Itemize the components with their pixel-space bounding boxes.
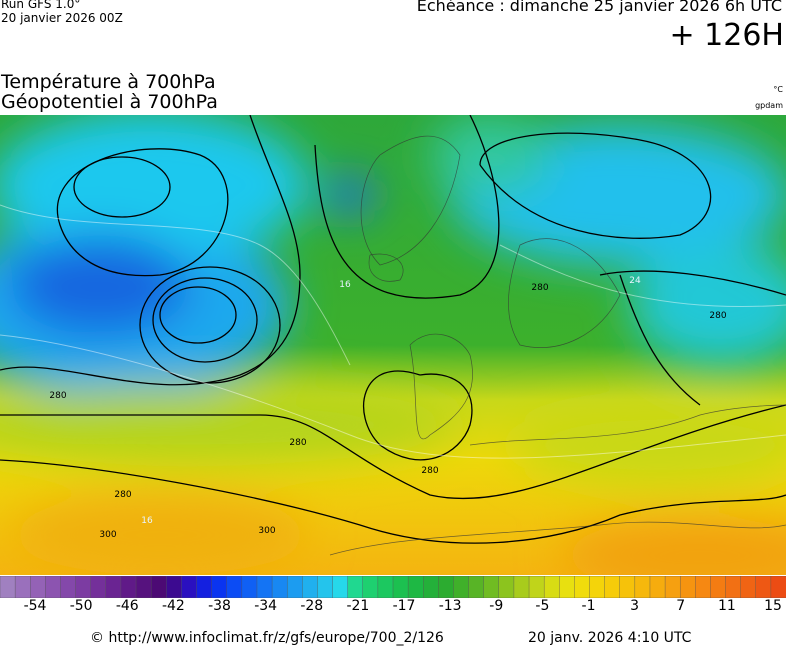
scale-swatch [256,576,273,598]
scale-swatch [377,576,394,598]
scale-swatch [30,576,47,598]
scale-swatch [407,576,424,598]
scale-swatch [332,576,349,598]
scale-swatch [423,576,440,598]
unit-geopotential: gpdam [755,101,783,110]
scale-swatch [302,576,319,598]
map: 280280280280280280300300300161624 [0,115,786,575]
scale-swatch [45,576,62,598]
scale-swatch [286,576,304,598]
scale-swatch [604,576,621,598]
lead-time: + 126H [669,18,785,53]
scale-swatch [317,576,334,598]
scale-swatch [241,576,258,598]
run-label: Run GFS 1.0° [1,0,81,11]
color-scale [0,576,786,598]
scale-label: -9 [489,598,504,614]
scale-label: 11 [717,598,736,614]
scale-swatch [90,576,107,598]
contour-label: 300 [99,530,116,540]
contour-label: 280 [289,438,306,448]
scale-swatch [543,576,560,598]
scale-label: -34 [254,598,278,614]
contour-label: 280 [531,283,548,293]
scale-swatch [166,576,183,598]
scale-swatch [438,576,455,598]
scale-swatch [135,576,152,598]
scale-swatch [226,576,243,598]
scale-label: -5 [535,598,550,614]
contour-label: 16 [339,280,351,290]
scale-label: -13 [438,598,462,614]
scale-swatch [664,576,681,598]
contour-label: 280 [421,466,438,476]
scale-swatch [649,576,666,598]
scale-label: -21 [346,598,370,614]
contour-label: 300 [258,526,275,536]
title-geopotential: Géopotentiel à 700hPa [1,91,218,113]
scale-swatch [513,576,530,598]
scale-label: 15 [764,598,782,614]
contour-label: 280 [709,311,726,321]
scale-swatch [725,576,742,598]
scale-swatch [347,576,364,598]
footer-source: © http://www.infoclimat.fr/z/gfs/europe/… [90,630,444,646]
valid-time: Echéance : dimanche 25 janvier 2026 6h U… [416,0,782,15]
scale-label: -17 [392,598,416,614]
scale-swatch [740,576,757,598]
scale-swatch [559,576,576,598]
footer-date: 20 janv. 2026 4:10 UTC [528,630,692,646]
scale-swatch [181,576,198,598]
scale-swatch [120,576,137,598]
scale-swatch [770,576,786,598]
scale-swatch [468,576,485,598]
scale-swatch [105,576,122,598]
scale-swatch [528,576,545,598]
scale-label: -46 [115,598,139,614]
scale-label: -38 [208,598,231,614]
scale-swatch [619,576,636,598]
scale-label: -54 [23,598,47,614]
scale-swatch [453,576,470,598]
scale-swatch [150,576,167,598]
scale-swatch [574,576,591,598]
unit-temperature: °C [773,85,783,94]
scale-labels: -54 -50 -46 -42 -38 -34 -28 -21 -17 -13 -9 -5 -1 3 7 11… [0,598,786,620]
scale-swatch [679,576,697,598]
scale-swatch [755,576,772,598]
scale-swatch [589,576,606,598]
scale-swatch [483,576,500,598]
scale-swatch [362,576,379,598]
scale-swatch [271,576,288,598]
scale-swatch [634,576,651,598]
title-temperature: Température à 700hPa [1,71,216,93]
scale-swatch [75,576,92,598]
scale-swatch [196,576,213,598]
contour-label: 280 [49,391,66,401]
scale-swatch [14,576,31,598]
scale-label: -42 [161,598,185,614]
scale-label: -1 [581,598,596,614]
contour-label: 16 [141,516,153,526]
scale-label: 7 [676,598,686,614]
scale-swatch [695,576,712,598]
contour-label: 280 [114,490,131,500]
scale-label: 3 [630,598,640,614]
contour-label: 24 [629,276,641,286]
scale-label: -28 [300,598,324,614]
scale-swatch [392,576,409,598]
scale-swatch [60,576,77,598]
scale-swatch [710,576,727,598]
scale-swatch [211,576,228,598]
scale-label: -50 [69,598,93,614]
scale-swatch [498,576,515,598]
run-date: 20 janvier 2026 00Z [1,11,123,25]
scale-swatch [0,576,16,598]
